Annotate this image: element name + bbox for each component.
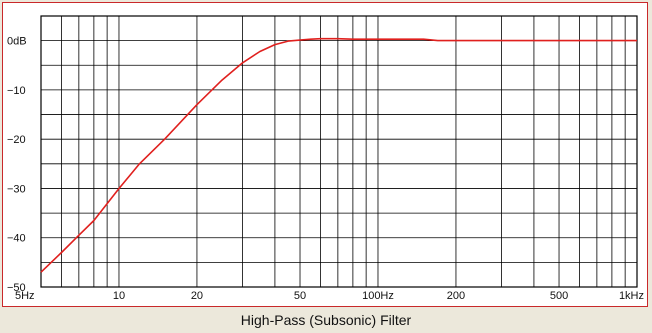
- x-tick-label: 100Hz: [362, 290, 394, 302]
- y-tick-label: −40: [7, 233, 26, 245]
- x-tick-label: 20: [191, 290, 203, 302]
- y-tick-label: −20: [7, 134, 26, 146]
- y-tick-label: −30: [7, 183, 26, 195]
- x-tick-label: 200: [447, 290, 465, 302]
- frequency-response-chart: 0dB −10 −20 −30 −40 −50 5Hz 10 20 50 100Hz 200 500 1…: [7, 15, 644, 302]
- x-tick-label: 500: [550, 290, 568, 302]
- plot-border: [40, 15, 638, 288]
- chart-frame: 0dB −10 −20 −30 −40 −50 5Hz 10 20 50 100Hz 200 500 1…: [2, 2, 648, 307]
- chart-caption: High-Pass (Subsonic) Filter: [240, 312, 412, 328]
- response-curve: [40, 37, 637, 273]
- y-tick-label: −10: [7, 85, 26, 97]
- x-tick-label: 50: [294, 290, 306, 302]
- x-tick-label: 10: [113, 290, 125, 302]
- x-tick-label: 5Hz: [15, 290, 35, 302]
- x-tick-label: 1kHz: [619, 290, 644, 302]
- y-tick-label: 0dB: [7, 36, 27, 48]
- y-tick-label: −50: [7, 282, 26, 294]
